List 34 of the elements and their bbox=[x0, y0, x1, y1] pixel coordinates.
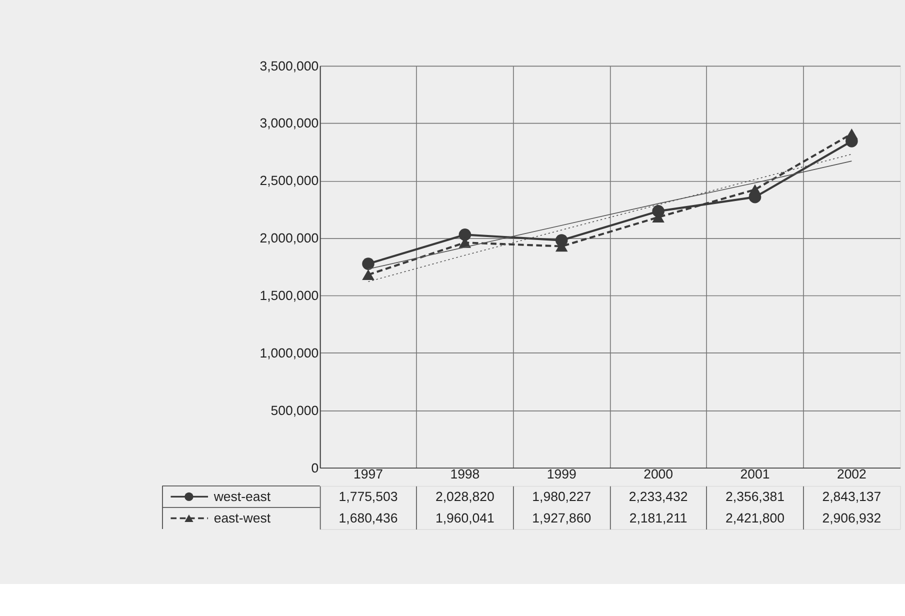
y-tick-label: 3,000,000 bbox=[260, 116, 319, 131]
data-label: 2,421,800 bbox=[726, 510, 784, 526]
data-label: 2,028,820 bbox=[435, 488, 494, 504]
line-series bbox=[368, 154, 852, 282]
y-tick-label: 3,500,000 bbox=[260, 58, 319, 74]
x-tick-label: 1998 bbox=[450, 466, 480, 482]
legend-label: east-west bbox=[214, 510, 271, 526]
data-label: 2,843,137 bbox=[822, 488, 882, 504]
data-label: 1,927,860 bbox=[532, 510, 592, 526]
data-label: 2,233,432 bbox=[628, 488, 688, 504]
data-label: 1,980,227 bbox=[532, 488, 592, 504]
point bbox=[362, 269, 374, 280]
x-tick-label: 1997 bbox=[354, 466, 383, 482]
y-tick-label: 0 bbox=[311, 460, 319, 476]
point bbox=[846, 128, 858, 140]
point bbox=[458, 228, 472, 241]
y-tick-label: 1,000,000 bbox=[260, 345, 319, 360]
x-tick-label: 1999 bbox=[546, 466, 576, 482]
data-label: 1,775,503 bbox=[338, 488, 398, 504]
x-tick-label: 2000 bbox=[644, 466, 674, 482]
data-label: 2,906,932 bbox=[822, 510, 882, 526]
data-label: 1,960,041 bbox=[435, 510, 494, 526]
x-tick-label: 2002 bbox=[836, 466, 866, 482]
y-tick-label: 1,500,000 bbox=[260, 288, 319, 303]
y-tick-label: 500,000 bbox=[270, 402, 319, 418]
x-tick-label: 2001 bbox=[740, 466, 770, 482]
data-label: 2,181,211 bbox=[629, 510, 688, 526]
point bbox=[748, 184, 762, 195]
y-tick-label: 2,500,000 bbox=[260, 173, 319, 188]
legend-label: west-east bbox=[212, 488, 271, 504]
data-label: 2,356,381 bbox=[726, 488, 784, 504]
data-label: 1,680,436 bbox=[338, 510, 398, 526]
point bbox=[362, 258, 374, 270]
y-tick-label: 2,000,000 bbox=[260, 230, 319, 246]
